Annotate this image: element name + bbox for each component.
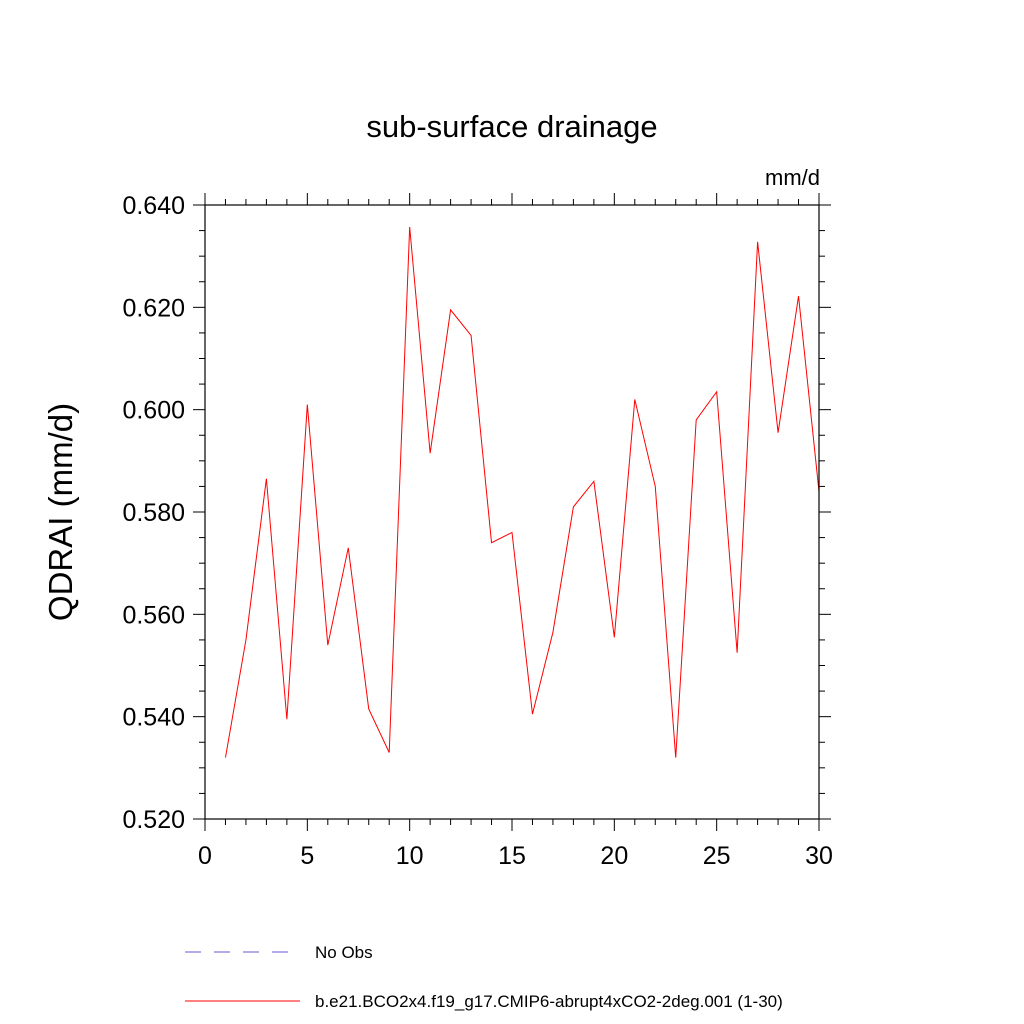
x-tick-label: 15 — [498, 842, 526, 870]
y-tick-label: 0.640 — [122, 192, 185, 220]
y-tick-label: 0.520 — [122, 806, 185, 834]
y-tick-label: 0.560 — [122, 601, 185, 629]
plot-frame — [204, 204, 820, 820]
y-tick-label: 0.540 — [122, 704, 185, 732]
y-tick-label: 0.580 — [122, 499, 185, 527]
x-tick-label: 0 — [198, 842, 212, 870]
x-tick-label: 20 — [600, 842, 628, 870]
legend: No Obs b.e21.BCO2x4.f19_g17.CMIP6-abrupt… — [185, 943, 783, 1011]
legend-series-label: b.e21.BCO2x4.f19_g17.CMIP6-abrupt4xCO2-2… — [315, 992, 783, 1011]
plot-series — [224, 226, 820, 758]
y-tick-label: 0.620 — [122, 294, 185, 322]
chart-title: sub-surface drainage — [366, 109, 657, 144]
x-tick-label: 30 — [805, 842, 833, 870]
axis-tick-labels: 0 5 10 15 20 25 30 0.520 0.540 0.560 0.580 0.600 0.6… — [122, 192, 832, 870]
x-tick-label: 10 — [396, 842, 424, 870]
units-label: mm/d — [765, 165, 820, 190]
y-tick-label: 0.600 — [122, 397, 185, 425]
x-tick-label: 25 — [703, 842, 731, 870]
y-axis-label: QDRAI (mm/d) — [42, 403, 79, 621]
axis-ticks — [193, 193, 831, 831]
legend-no-obs-label: No Obs — [315, 943, 373, 962]
series-line — [224, 226, 820, 758]
x-tick-label: 5 — [300, 842, 314, 870]
